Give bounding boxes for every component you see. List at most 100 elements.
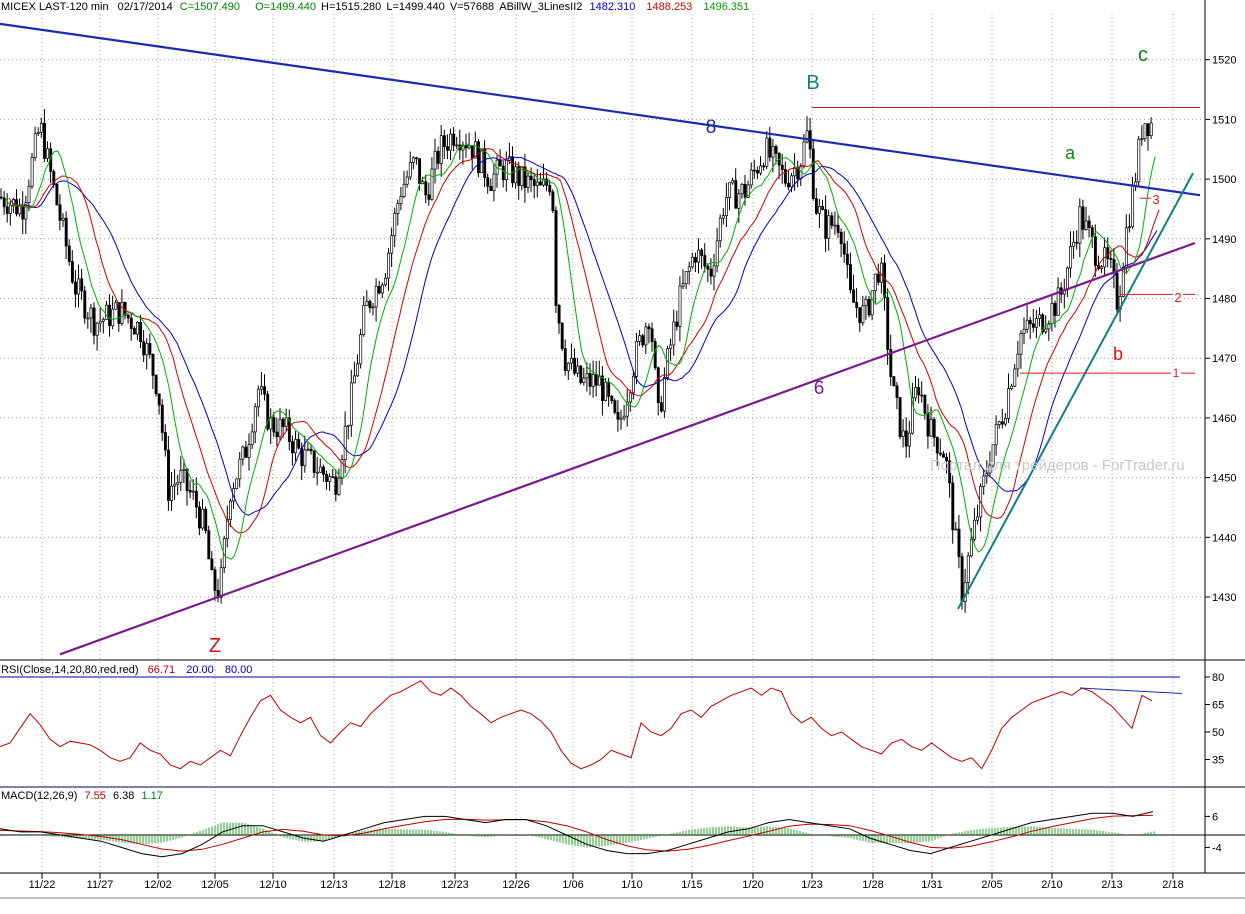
macd-signal-value: 6.38 <box>112 790 135 802</box>
price-candle-body <box>439 135 443 164</box>
price-candle-body <box>827 215 831 239</box>
price-candle-body <box>111 308 115 327</box>
price-candle-body <box>1031 323 1035 328</box>
price-candle-body <box>1081 206 1085 230</box>
y-tick-label: 1480 <box>1212 294 1236 306</box>
price-candle-body <box>734 180 738 209</box>
price-candle-body <box>678 285 682 327</box>
ma-green-line <box>4 143 1156 560</box>
price-candle-body <box>833 224 837 227</box>
price-candle-body <box>656 367 660 403</box>
price-candle-body <box>393 212 397 237</box>
price-candle-body <box>591 374 595 387</box>
price-candle-body <box>969 538 973 557</box>
price-candle-body <box>1028 319 1032 325</box>
price-candle-body <box>917 387 921 396</box>
price-candle-body <box>86 317 90 320</box>
price-candle-body <box>120 301 124 324</box>
price-candle-body <box>498 159 502 167</box>
price-candle-body <box>1087 220 1091 228</box>
macd-line <box>0 811 1154 858</box>
price-candle-body <box>411 157 415 163</box>
price-candle-body <box>793 166 797 177</box>
price-candle-body <box>461 144 465 151</box>
price-candle-body <box>365 300 369 306</box>
price-candle-body <box>489 185 493 191</box>
price-candle-body <box>415 157 418 160</box>
price-candle-body <box>783 169 787 184</box>
price-candle-body <box>957 528 961 557</box>
price-candle-body <box>58 204 62 221</box>
price-candle-body <box>1128 226 1131 229</box>
price-candle-body <box>349 382 353 426</box>
price-candle-body <box>157 393 161 406</box>
price-candle-body <box>204 508 208 532</box>
price-candle-body <box>951 482 955 531</box>
x-tick-label: 11/27 <box>87 879 114 891</box>
price-candle-body <box>384 277 387 286</box>
price-candle-body <box>1053 302 1057 316</box>
price-candle-body <box>145 343 149 356</box>
price-candle-body <box>948 460 952 484</box>
x-tick-label: 1/06 <box>562 879 583 891</box>
price-candle-body <box>672 321 676 346</box>
price-candle-body <box>824 209 828 239</box>
rsi-low-level: 20.00 <box>186 664 214 676</box>
price-candle-body <box>250 431 254 445</box>
price-candle-body <box>539 181 542 186</box>
price-candle-body <box>1146 123 1150 137</box>
price-candle-body <box>390 235 394 254</box>
price-candle-body <box>483 148 487 178</box>
price-candle-body <box>281 418 285 427</box>
price-candle-body <box>694 256 697 263</box>
price-candle-body <box>765 137 769 167</box>
wave-label: B <box>806 72 819 94</box>
x-tick-label: 12/02 <box>144 879 172 891</box>
price-candle-body <box>356 363 360 377</box>
price-candle-body <box>796 166 800 179</box>
price-candle-body <box>1022 328 1026 334</box>
ma-red-line <box>8 148 1160 534</box>
macd-y-tick-label: -4 <box>1212 842 1222 854</box>
price-candle-body <box>294 438 298 454</box>
price-candle-body <box>731 180 735 184</box>
price-candle-body <box>554 210 558 306</box>
price-candle-body <box>15 199 19 215</box>
price-candle-body <box>756 169 759 174</box>
macd-panel-header: MACD(12,26,9) 7.55 6.38 1.17 <box>1 790 163 802</box>
price-candle-body <box>291 441 294 454</box>
price-candle-body <box>839 232 843 245</box>
price-candle-body <box>641 335 645 346</box>
price-candle-body <box>635 341 639 377</box>
price-candle-body <box>520 166 524 186</box>
x-tick-label: 1/10 <box>621 879 642 891</box>
price-candle-body <box>98 320 102 324</box>
price-candle-body <box>176 482 180 485</box>
price-candle-body <box>855 302 859 308</box>
macd-hist-value: 1.17 <box>141 790 163 802</box>
wave-label: 6 <box>814 378 825 399</box>
price-candle-body <box>1056 287 1060 316</box>
price-candle-body <box>632 375 635 394</box>
price-candle-body <box>272 417 276 433</box>
price-candle-body <box>942 453 945 458</box>
x-tick-label: 1/31 <box>921 879 942 891</box>
x-tick-label: 2/05 <box>981 879 1002 891</box>
price-candle-body <box>638 335 642 342</box>
rsi-divergence-line <box>1079 687 1183 694</box>
price-candle-body <box>436 150 440 164</box>
price-candle-body <box>514 166 518 184</box>
price-candle-body <box>455 144 459 147</box>
price-candle-body <box>746 184 750 198</box>
price-candle-body <box>201 508 205 529</box>
y-tick-label: 1450 <box>1212 473 1236 485</box>
annotation-bg <box>1151 194 1161 206</box>
price-candle-body <box>198 506 201 529</box>
macd-signal-line <box>0 814 1154 852</box>
price-candle-body <box>377 285 381 294</box>
price-candle-body <box>1066 267 1069 291</box>
price-candle-body <box>55 184 59 206</box>
price-candle-body <box>706 265 710 270</box>
annotation-bg <box>1173 292 1183 304</box>
